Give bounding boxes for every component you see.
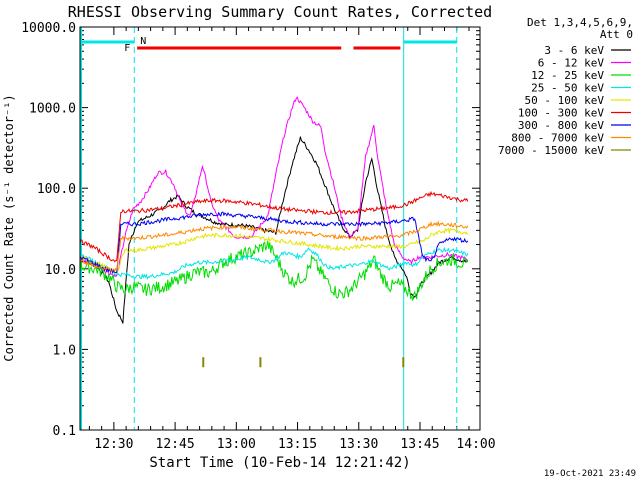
flag-label-n: N xyxy=(140,36,146,47)
x-tick-label: 12:45 xyxy=(156,437,195,452)
series-line-7 xyxy=(79,220,469,273)
y-tick-label: 0.1 xyxy=(53,424,76,439)
y-tick-label: 1000.0 xyxy=(29,102,76,117)
legend-title-2: Att 0 xyxy=(600,28,633,41)
legend-entry-label: 300 - 800 keV xyxy=(518,119,604,132)
y-tick-label: 10000.0 xyxy=(21,21,76,36)
x-tick-label: 13:30 xyxy=(339,437,378,452)
x-tick-label: 12:30 xyxy=(94,437,133,452)
x-tick-label: 14:00 xyxy=(456,437,495,452)
legend-entry-label: 50 - 100 keV xyxy=(525,94,605,107)
y-tick-label: 100.0 xyxy=(37,182,76,197)
series-line-4 xyxy=(79,227,469,274)
x-tick-label: 13:15 xyxy=(278,437,317,452)
plot-frame xyxy=(79,26,481,431)
legend-entry-label: 800 - 7000 keV xyxy=(511,132,604,145)
legend-entry-label: 100 - 300 keV xyxy=(518,107,604,120)
y-axis-label: Corrected Count Rate (s⁻¹ detector⁻¹) xyxy=(2,94,16,361)
chart-title: RHESSI Observing Summary Count Rates, Co… xyxy=(68,3,492,21)
legend-entry-label: 3 - 6 keV xyxy=(544,44,604,57)
legend-entry-label: 6 - 12 keV xyxy=(538,57,605,70)
y-tick-label: 1.0 xyxy=(53,343,76,358)
series-line-3 xyxy=(79,246,469,280)
legend-entry-label: 25 - 50 keV xyxy=(531,82,604,95)
x-tick-label: 13:45 xyxy=(400,437,439,452)
legend-title-1: Det 1,3,4,5,6,9, xyxy=(527,16,633,29)
x-tick-label: 13:00 xyxy=(217,437,256,452)
legend-entry-label: 12 - 25 keV xyxy=(531,69,604,82)
y-tick-label: 10.0 xyxy=(45,263,76,278)
x-axis-label: Start Time (10-Feb-14 12:21:42) xyxy=(149,455,410,471)
series-line-1 xyxy=(79,96,469,279)
flag-label-f: F xyxy=(124,43,130,54)
series-line-2 xyxy=(79,240,469,301)
legend-entry-label: 7000 - 15000 keV xyxy=(498,144,604,157)
footer-timestamp: 19-Oct-2021 23:49 xyxy=(544,469,636,479)
series-line-6 xyxy=(79,211,469,275)
series-line-5 xyxy=(79,190,469,263)
